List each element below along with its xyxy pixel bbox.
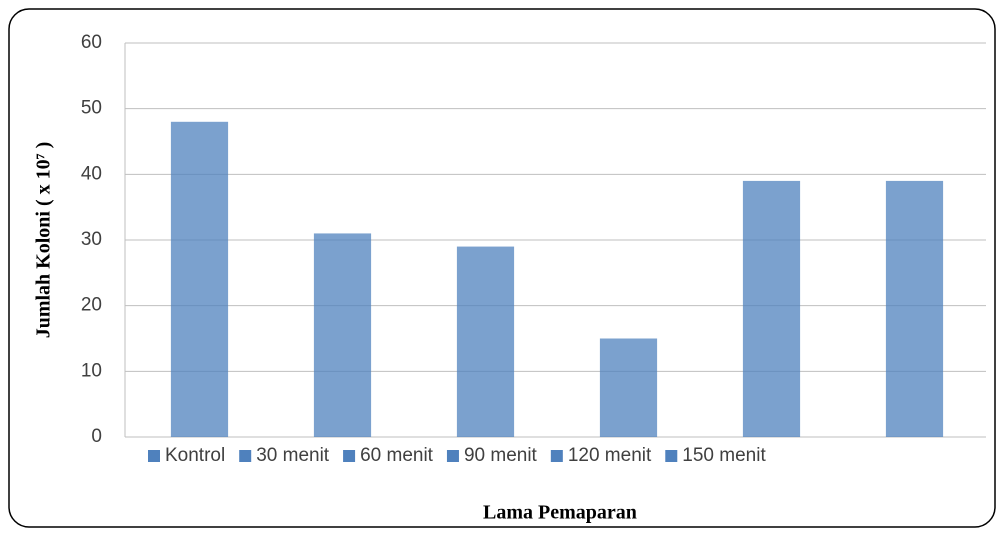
chart-frame xyxy=(8,8,996,528)
legend-swatch xyxy=(148,450,160,462)
y-tick-label: 0 xyxy=(91,426,102,447)
bar xyxy=(313,233,372,437)
bar xyxy=(456,246,515,437)
y-tick-label: 20 xyxy=(81,295,102,316)
y-tick-label: 10 xyxy=(81,360,102,381)
legend-swatch xyxy=(550,450,563,462)
legend-label: 30 menit xyxy=(256,445,330,466)
bar xyxy=(170,121,229,438)
y-tick-label: 50 xyxy=(81,98,102,119)
legend-swatch xyxy=(239,450,252,462)
y-tick-label: 40 xyxy=(81,163,102,184)
legend-label: 60 menit xyxy=(360,445,434,466)
legend-swatch xyxy=(665,450,678,462)
legend-swatch xyxy=(446,450,459,462)
x-axis-title: Lama Pemaparan xyxy=(483,502,637,524)
legend-swatch xyxy=(343,450,356,462)
y-tick-label: 60 xyxy=(81,32,102,53)
bar xyxy=(885,180,944,437)
bar xyxy=(742,180,801,437)
y-tick-label: 30 xyxy=(81,229,102,250)
legend-label: 90 menit xyxy=(464,445,538,466)
legend-label: 120 menit xyxy=(568,445,652,466)
legend-label: Kontrol xyxy=(165,445,225,466)
bar xyxy=(599,338,658,437)
legend-label: 150 menit xyxy=(682,445,766,466)
y-axis-title: Jumlah Koloni ( x 10⁷ ) xyxy=(33,142,55,339)
